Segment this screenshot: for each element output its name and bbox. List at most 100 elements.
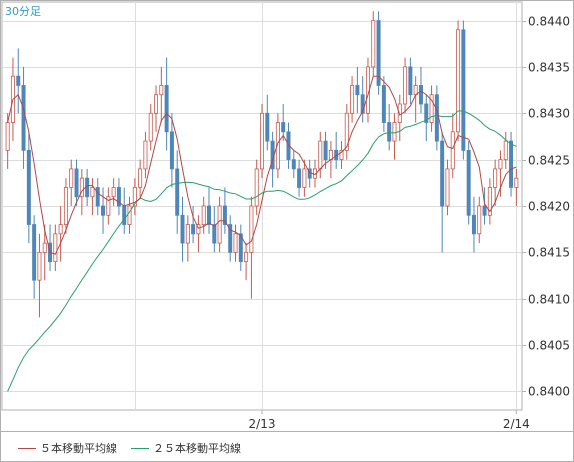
candle-down (434, 94, 439, 142)
candle-down (355, 85, 360, 96)
candle-up (132, 187, 137, 207)
candle-up (450, 131, 455, 170)
candle-up (456, 29, 461, 133)
legend: ５本移動平均線 ２５本移動平均線 (18, 440, 241, 456)
candle-up (69, 168, 74, 188)
candle-up (201, 205, 206, 225)
candle-down (16, 75, 21, 86)
ma25-swatch (131, 447, 149, 449)
y-tick-label: 0.8400 (528, 385, 570, 399)
candle-down (440, 140, 445, 207)
candle-down (381, 85, 386, 123)
candle-up (477, 205, 482, 235)
candle-down (466, 149, 471, 216)
candle-down (21, 85, 26, 151)
candle-up (498, 159, 503, 170)
candle-down (74, 168, 79, 198)
candle-down (116, 187, 121, 207)
candle-down (26, 149, 31, 225)
candle-up (487, 187, 492, 216)
x-tick-label: 2/14 (503, 417, 530, 431)
candle-down (291, 159, 296, 170)
legend-label-ma25: ２５本移動平均線 (153, 442, 241, 455)
y-tick-label: 0.8420 (528, 200, 570, 214)
legend-item-ma25: ２５本移動平均線 (131, 440, 241, 456)
candle-up (397, 103, 402, 123)
candle-down (509, 140, 514, 188)
candle-down (387, 122, 392, 142)
candle-down (212, 224, 217, 244)
candle-up (148, 112, 153, 142)
candle-down (461, 29, 466, 151)
candle-up (302, 168, 307, 188)
candle-down (169, 131, 174, 170)
candle-up (42, 242, 47, 253)
candle-down (191, 224, 196, 235)
candle-down (424, 103, 429, 123)
candle-down (408, 66, 413, 96)
x-tick-label: 2/13 (249, 417, 276, 431)
candle-up (403, 66, 408, 105)
candle-up (127, 205, 132, 225)
candle-up (63, 187, 68, 225)
candle-up (275, 122, 280, 170)
candle-up (350, 85, 355, 114)
candle-up (106, 196, 111, 216)
ma5-line (7, 75, 517, 255)
candle-down (471, 214, 476, 235)
candle-down (281, 122, 286, 133)
candle-up (429, 94, 434, 123)
y-tick-label: 0.8415 (528, 246, 570, 260)
candle-up (493, 168, 498, 188)
candle-up (53, 233, 58, 263)
candle-up (339, 149, 344, 161)
y-tick-label: 0.8425 (528, 154, 570, 168)
candle-up (185, 224, 190, 244)
candle-up (138, 168, 143, 188)
candle-up (143, 140, 148, 170)
candle-down (360, 94, 365, 114)
candle-down (286, 131, 291, 161)
candle-down (297, 168, 302, 188)
candle-down (122, 205, 127, 225)
candle-down (238, 233, 243, 263)
candle-up (503, 140, 508, 161)
ma25-line (7, 110, 517, 392)
candle-up (90, 187, 95, 198)
candle-up (371, 20, 376, 68)
y-tick-label: 0.8430 (528, 107, 570, 121)
legend-label-ma5: ５本移動平均線 (40, 442, 117, 455)
candle-up (392, 122, 397, 142)
candle-down (323, 140, 328, 161)
y-tick-label: 0.8440 (528, 15, 570, 29)
y-tick-label: 0.8410 (528, 293, 570, 307)
candle-down (482, 205, 487, 216)
y-tick-label: 0.8435 (528, 61, 570, 75)
candle-up (159, 85, 164, 96)
candle-up (58, 224, 63, 235)
candle-up (79, 177, 84, 198)
candle-up (111, 187, 116, 198)
candle-down (101, 205, 106, 216)
candle-down (222, 205, 227, 225)
legend-item-ma5: ５本移動平均線 (18, 440, 117, 456)
candle-up (260, 112, 264, 170)
candle-down (32, 224, 37, 281)
candle-up (37, 251, 42, 281)
candle-up (196, 224, 201, 235)
candle-down (228, 224, 233, 253)
y-tick-label: 0.8405 (528, 339, 570, 353)
candle-down (164, 85, 169, 133)
candle-up (318, 140, 323, 170)
candle-up (154, 94, 159, 114)
candle-down (207, 205, 212, 225)
candle-up (254, 168, 259, 207)
candle-up (249, 205, 254, 253)
candle-up (344, 112, 349, 151)
candle-down (418, 85, 423, 105)
ma5-swatch (18, 447, 36, 449)
candle-down (175, 168, 180, 216)
candle-up (514, 177, 519, 188)
candle-down (376, 20, 381, 86)
